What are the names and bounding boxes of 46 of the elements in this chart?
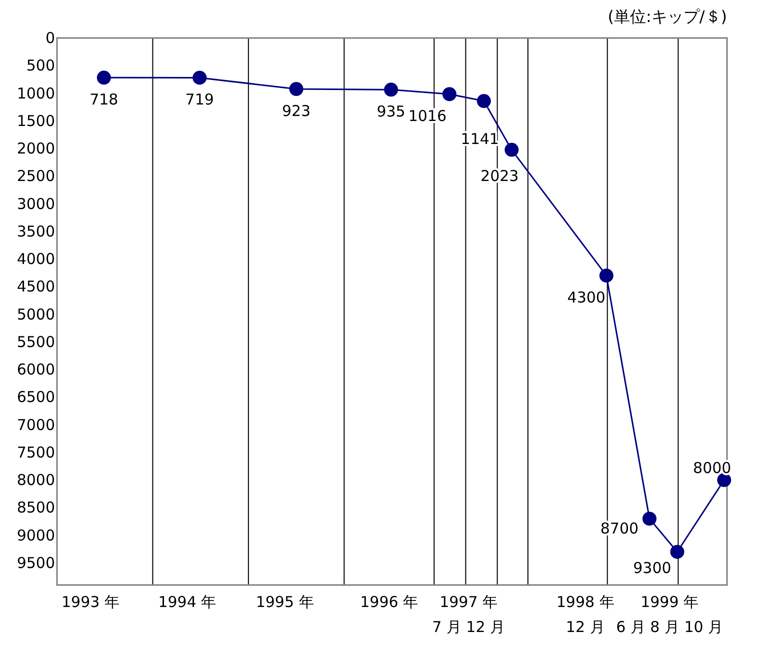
- y-tick-label: 8500: [16, 498, 55, 517]
- data-label: 8000: [693, 459, 732, 478]
- y-tick-label: 1000: [16, 84, 55, 102]
- point: [670, 544, 684, 559]
- y-tick-label: 8000: [16, 471, 55, 490]
- x-tick-label: 1995 年: [256, 593, 314, 611]
- point: [289, 82, 304, 96]
- point: [442, 87, 456, 102]
- point: [384, 82, 398, 97]
- x-tick-label: 1993 年: [62, 593, 120, 611]
- data-label: 719: [185, 90, 214, 109]
- point: [476, 94, 491, 108]
- y-tick-label: 0: [45, 29, 55, 47]
- y-tick-label: 2000: [16, 140, 55, 158]
- point: [192, 70, 207, 85]
- data-label: 9300: [633, 558, 672, 577]
- x-tick-label: 1997 年 7 月 12 月: [432, 593, 506, 636]
- data-label: 4300: [567, 288, 606, 307]
- x-tick-label: 1996 年: [360, 593, 418, 611]
- y-tick-label: 4500: [16, 278, 55, 296]
- y-tick-label: 4000: [16, 250, 55, 268]
- point: [599, 268, 614, 283]
- y-tick-label: 3000: [16, 194, 55, 213]
- y-tick-label: 5000: [16, 305, 55, 324]
- y-tick-label: 2500: [16, 167, 55, 186]
- x-tick-label: 1994 年: [158, 593, 216, 611]
- y-tick-label: 500: [26, 56, 55, 75]
- point: [96, 70, 111, 85]
- data-label: 935: [376, 102, 406, 121]
- y-tick-label: 6000: [16, 360, 55, 379]
- y-tick-label: 1500: [16, 112, 55, 130]
- x-tick-label: 1998 年 12 月: [556, 593, 614, 636]
- point: [642, 512, 656, 526]
- y-tick-label: 7500: [16, 443, 55, 462]
- y-tick-label: 5500: [16, 332, 55, 351]
- data-label: 718: [90, 90, 118, 109]
- point: [717, 473, 732, 488]
- x-tick-label: 1999 年 6 月 8 月 10 月: [616, 593, 724, 636]
- data-label: 923: [282, 102, 311, 120]
- point: [504, 142, 519, 157]
- y-tick-label: 9500: [16, 554, 55, 572]
- y-tick-label: 6500: [16, 388, 55, 406]
- y-tick-label: 3500: [16, 222, 55, 240]
- text: (単位:キップ/＄): [608, 7, 727, 26]
- y-tick-label: 9000: [16, 526, 55, 544]
- y-tick-label: 7000: [16, 416, 55, 434]
